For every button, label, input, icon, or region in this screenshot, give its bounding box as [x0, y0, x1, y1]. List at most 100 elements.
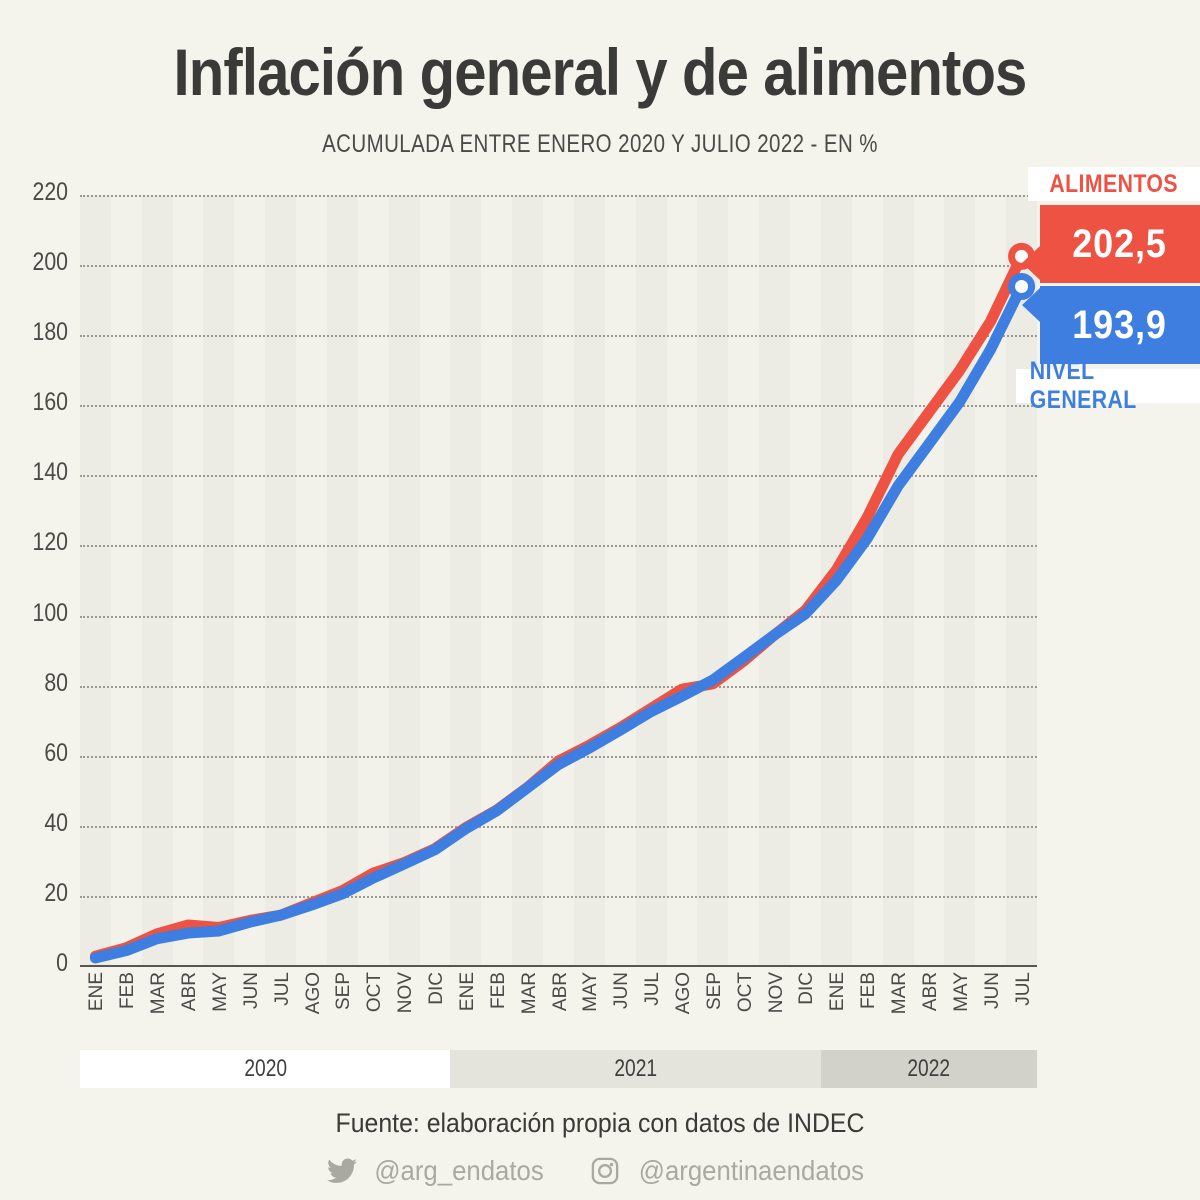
- plot-band: [234, 195, 266, 966]
- gridline: [80, 265, 1037, 268]
- plot-band: [604, 195, 636, 966]
- plot-band: [388, 195, 420, 966]
- x-axis-tick-label: SEP: [703, 972, 725, 1011]
- plot-band: [265, 195, 297, 966]
- x-axis-tick-label: JUN: [611, 972, 633, 1009]
- chart-subtitle: ACUMULADA ENTRE ENERO 2020 Y JULIO 2022 …: [322, 130, 878, 158]
- y-axis-tick-label: 60: [44, 738, 68, 767]
- x-axis-tick-label: OCT: [734, 972, 756, 1013]
- x-axis-tick-label: FEB: [487, 972, 509, 1009]
- x-axis: ENE FEB MAR ABR MAY JUN JUL AGO SEP OCT NOV DIC ENE F…: [80, 972, 1037, 1038]
- gridline: [80, 475, 1037, 478]
- y-axis-tick-label: 100: [32, 598, 68, 627]
- nivel-general-tag-label: NIVEL GENERAL: [1016, 357, 1200, 414]
- y-axis-tick-label: 40: [44, 808, 68, 837]
- x-axis-tick-label: FEB: [117, 972, 139, 1009]
- plot-band: [851, 195, 883, 966]
- x-axis-tick-label: ENE: [827, 972, 849, 1012]
- gridline: [80, 405, 1037, 408]
- y-axis-tick-label: 220: [32, 178, 68, 206]
- x-axis-tick-label: SEP: [333, 972, 355, 1011]
- series-lines: [89, 242, 1036, 964]
- plot-band: [913, 195, 945, 966]
- twitter-handle: @arg_endatos: [373, 1155, 544, 1186]
- plot-band: [80, 195, 111, 966]
- plot-band: [790, 195, 821, 966]
- nivel-general-value-callout: 193,9: [1040, 286, 1200, 364]
- gridline: [80, 685, 1037, 688]
- x-axis-tick-label: ABR: [919, 972, 941, 1012]
- series-line-alimentos: [89, 250, 1028, 962]
- y-axis-tick-label: 120: [32, 528, 68, 557]
- plot-band: [357, 195, 389, 966]
- x-axis-tick-label: FEB: [858, 972, 880, 1009]
- y-axis-tick-label: 140: [32, 458, 68, 487]
- plot-band: [573, 195, 605, 966]
- x-axis-tick-label: MAR: [518, 972, 540, 1015]
- year-band-label: 2021: [614, 1055, 658, 1082]
- y-axis-tick-label: 180: [32, 318, 68, 347]
- plot-band: [172, 195, 204, 966]
- y-axis: 0 20 40 60 80 100 120 140 160 180 200 220: [0, 178, 68, 977]
- x-axis-tick-label: NOV: [395, 972, 417, 1014]
- series-line-nivel-general: [89, 280, 1028, 964]
- y-axis-tick-label: 20: [44, 878, 68, 907]
- plot-band: [944, 195, 976, 966]
- year-band-2022: 2022: [820, 1050, 1037, 1088]
- instagram-account[interactable]: @argentinaendatos: [591, 1155, 874, 1187]
- y-axis-tick-label: 200: [32, 248, 68, 277]
- plot-band: [697, 195, 729, 966]
- gridline: [80, 825, 1037, 828]
- year-band-label: 2022: [907, 1055, 951, 1082]
- plot-area: [80, 195, 1037, 967]
- plot-band: [481, 195, 513, 966]
- x-axis-tick-label: ABR: [549, 972, 571, 1012]
- x-axis-tick-label: MAR: [148, 972, 170, 1015]
- x-axis-tick-label: JUL: [271, 972, 293, 1006]
- plot-band: [110, 195, 142, 966]
- year-band-row: 2020 2021 2022: [68, 1050, 1048, 1088]
- social-footer: @arg_endatos @argentinaendatos: [0, 1155, 1200, 1187]
- x-axis-tick-label: MAY: [950, 972, 972, 1012]
- instagram-handle: @argentinaendatos: [638, 1155, 864, 1186]
- x-axis-tick-label: JUL: [1012, 972, 1034, 1006]
- instagram-camera-icon: [591, 1157, 618, 1185]
- plot-band: [635, 195, 667, 966]
- x-axis-tick-label: MAR: [889, 972, 911, 1015]
- x-axis-tick-label: NOV: [765, 972, 787, 1014]
- x-axis-tick-label: ENE: [456, 972, 478, 1012]
- plot-band: [759, 195, 791, 966]
- x-axis-baseline: [80, 965, 1037, 967]
- plot-band: [1006, 195, 1037, 966]
- x-axis-tick-label: MAY: [580, 972, 602, 1012]
- x-axis-tick-label: OCT: [364, 972, 386, 1013]
- y-axis-tick-label: 80: [44, 668, 68, 697]
- alimentos-value-callout: 202,5: [1040, 205, 1200, 283]
- plot-band: [141, 195, 173, 966]
- plot-band: [543, 195, 574, 966]
- gridline: [80, 895, 1037, 898]
- page-title: Inflación general y de alimentos: [173, 35, 1028, 109]
- gridline: [80, 335, 1037, 338]
- x-axis-tick-label: DIC: [796, 972, 818, 1005]
- x-axis-tick-label: AGO: [302, 972, 324, 1015]
- x-axis-tick-label: JUN: [240, 972, 262, 1009]
- x-axis-tick-label: JUL: [642, 972, 664, 1006]
- x-axis-tick-label: AGO: [672, 972, 694, 1015]
- year-band-label: 2020: [243, 1055, 287, 1082]
- plot-band: [666, 195, 698, 966]
- gridline: [80, 615, 1037, 618]
- y-axis-tick-label: 160: [32, 388, 68, 417]
- twitter-account[interactable]: @arg_endatos: [326, 1155, 551, 1187]
- y-axis-tick-label: 0: [56, 949, 68, 977]
- gridline: [80, 195, 1037, 197]
- gridline: [80, 545, 1037, 548]
- x-axis-tick-label: ENE: [86, 972, 108, 1012]
- x-axis-tick-label: ABR: [179, 972, 201, 1012]
- alimentos-tag-label: ALIMENTOS: [1028, 167, 1200, 201]
- plot-band: [512, 195, 544, 966]
- twitter-bird-icon: [326, 1158, 357, 1183]
- plot-band: [203, 195, 235, 966]
- plot-band: [728, 195, 760, 966]
